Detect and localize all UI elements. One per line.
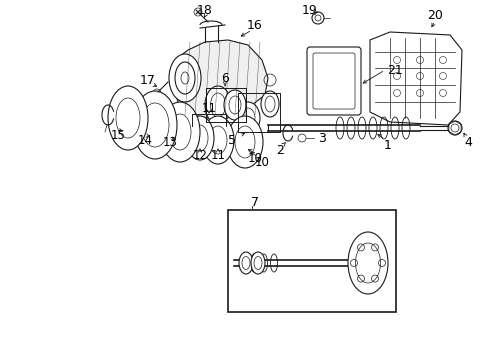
Text: 11: 11	[210, 149, 225, 162]
Text: 3: 3	[317, 131, 325, 144]
Text: 16: 16	[246, 18, 263, 32]
Ellipse shape	[108, 86, 148, 150]
Ellipse shape	[261, 91, 279, 117]
Ellipse shape	[133, 91, 177, 159]
Text: 20: 20	[426, 9, 442, 22]
PathPatch shape	[369, 32, 461, 125]
Text: 5: 5	[227, 134, 236, 147]
Text: 2: 2	[276, 144, 284, 157]
Text: 8: 8	[240, 292, 247, 305]
Text: 19: 19	[302, 4, 317, 17]
Text: 7: 7	[250, 195, 259, 208]
Text: 6: 6	[221, 72, 228, 85]
Circle shape	[447, 121, 461, 135]
Text: 4: 4	[463, 135, 471, 149]
Text: 13: 13	[162, 135, 177, 149]
Text: 12: 12	[192, 149, 207, 162]
Text: 21: 21	[386, 63, 402, 77]
FancyBboxPatch shape	[306, 47, 360, 115]
PathPatch shape	[172, 40, 267, 118]
Ellipse shape	[160, 102, 200, 162]
Text: 1: 1	[383, 139, 391, 152]
Text: 9: 9	[254, 285, 261, 298]
Text: 14: 14	[137, 134, 152, 147]
Ellipse shape	[239, 252, 252, 274]
Ellipse shape	[185, 116, 214, 160]
Text: 10: 10	[254, 156, 269, 168]
Text: 10: 10	[247, 152, 262, 165]
Ellipse shape	[204, 86, 230, 124]
Ellipse shape	[202, 116, 234, 164]
Text: 17: 17	[140, 73, 156, 86]
Ellipse shape	[347, 232, 387, 294]
Ellipse shape	[169, 54, 201, 102]
Bar	[227, 210, 395, 312]
Ellipse shape	[226, 116, 263, 168]
Ellipse shape	[236, 102, 260, 134]
Text: 15: 15	[110, 129, 125, 141]
Text: 11: 11	[201, 102, 216, 114]
Ellipse shape	[250, 252, 264, 274]
Ellipse shape	[224, 90, 245, 120]
Text: 18: 18	[197, 4, 212, 17]
